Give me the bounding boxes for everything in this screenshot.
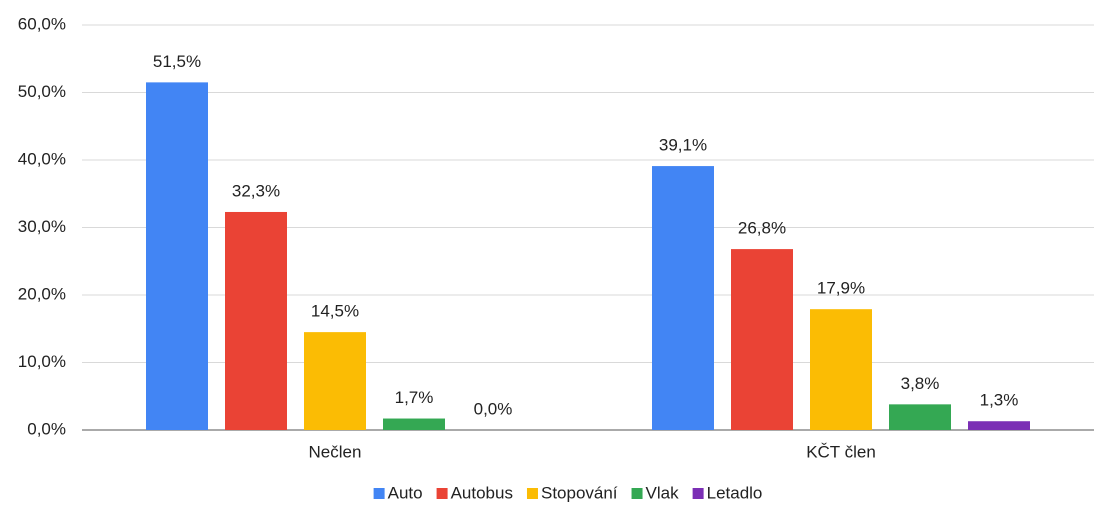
legend-swatch bbox=[631, 488, 643, 499]
bar bbox=[304, 332, 366, 430]
data-label: 1,7% bbox=[395, 388, 434, 407]
legend-swatch bbox=[526, 488, 538, 499]
data-label: 17,9% bbox=[817, 279, 865, 298]
y-tick-label: 0,0% bbox=[27, 419, 66, 438]
data-label: 3,8% bbox=[901, 374, 940, 393]
data-label: 26,8% bbox=[738, 219, 786, 238]
legend-label: Vlak bbox=[646, 483, 680, 502]
data-label: 39,1% bbox=[659, 136, 707, 155]
y-tick-label: 10,0% bbox=[18, 352, 66, 371]
x-tick-label: KČT člen bbox=[806, 442, 876, 461]
legend-swatch bbox=[436, 488, 448, 499]
bar bbox=[225, 211, 287, 430]
legend-swatch bbox=[373, 488, 385, 499]
bar bbox=[383, 418, 445, 430]
y-tick-label: 20,0% bbox=[18, 284, 66, 303]
bar bbox=[652, 166, 714, 430]
y-tick-label: 30,0% bbox=[18, 217, 66, 236]
y-tick-label: 40,0% bbox=[18, 149, 66, 168]
bar bbox=[146, 82, 208, 430]
data-label: 51,5% bbox=[153, 52, 201, 71]
data-label: 1,3% bbox=[980, 391, 1019, 410]
y-tick-label: 60,0% bbox=[18, 14, 66, 33]
legend-label: Stopování bbox=[541, 483, 618, 502]
bar bbox=[968, 421, 1030, 430]
bar bbox=[889, 404, 951, 430]
legend-label: Autobus bbox=[451, 483, 513, 502]
y-tick-label: 50,0% bbox=[18, 82, 66, 101]
data-label: 14,5% bbox=[311, 302, 359, 321]
data-label: 0,0% bbox=[474, 399, 513, 418]
bar bbox=[731, 249, 793, 430]
x-tick-label: Nečlen bbox=[309, 442, 362, 461]
data-label: 32,3% bbox=[232, 181, 280, 200]
legend-swatch bbox=[692, 488, 704, 499]
legend: Auto Autobus Stopování Vlak Letadlo bbox=[373, 483, 763, 502]
bar bbox=[810, 309, 872, 430]
legend-label: Auto bbox=[388, 483, 423, 502]
legend-label: Letadlo bbox=[707, 483, 763, 502]
